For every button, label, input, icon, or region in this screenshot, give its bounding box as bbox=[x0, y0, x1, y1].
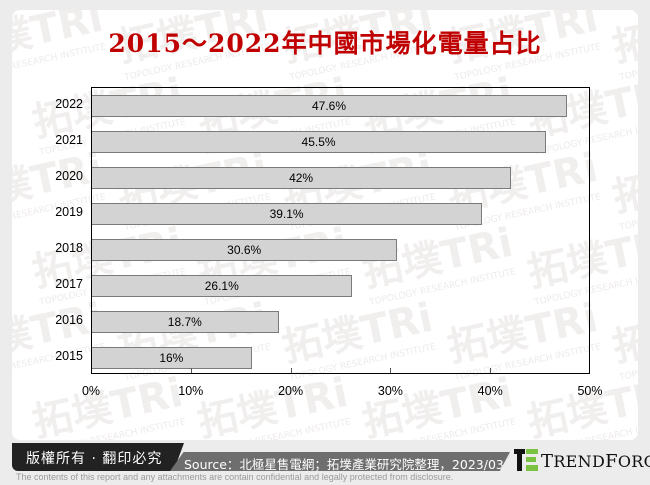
bar-value-label: 47.6% bbox=[312, 99, 347, 113]
y-tick-label: 2020 bbox=[55, 169, 83, 183]
x-tick-label: 40% bbox=[477, 384, 503, 398]
y-tick-label: 2018 bbox=[55, 241, 83, 255]
x-tick-label: 10% bbox=[178, 384, 204, 398]
y-tick-label: 2019 bbox=[55, 205, 83, 219]
bar-value-label: 30.6% bbox=[227, 243, 262, 257]
bar-value-label: 45.5% bbox=[301, 135, 336, 149]
x-tick-mark bbox=[390, 368, 392, 373]
bar-value-label: 16% bbox=[159, 351, 184, 365]
x-tick-mark bbox=[290, 368, 292, 373]
disclaimer-text: The contents of this report and any atta… bbox=[16, 472, 454, 482]
bar-value-label: 39.1% bbox=[269, 207, 304, 221]
copyright-text: 版權所有 · 翻印必究 bbox=[26, 451, 163, 467]
plot-area: 47.6% 45.5% 42% 39.1% 30.6% 26.1% 18.7% 16% bbox=[91, 87, 590, 374]
x-tick-label: 50% bbox=[577, 384, 603, 398]
bar-2020: 42% bbox=[92, 167, 512, 189]
x-tick-label: 0% bbox=[81, 384, 101, 398]
bar-2022: 47.6% bbox=[92, 95, 568, 117]
y-tick-label: 2015 bbox=[55, 349, 83, 363]
x-tick-label: 30% bbox=[377, 384, 403, 398]
y-tick-label: 2016 bbox=[55, 313, 83, 327]
bar-2016: 18.7% bbox=[92, 311, 279, 333]
bar-value-label: 26.1% bbox=[204, 279, 239, 293]
bar-2021: 45.5% bbox=[92, 131, 547, 153]
y-tick-label: 2022 bbox=[55, 97, 83, 111]
copyright-banner: 版權所有 · 翻印必究 bbox=[12, 443, 184, 471]
bar-2019: 39.1% bbox=[92, 203, 483, 225]
x-tick-mark bbox=[490, 368, 492, 373]
bar-2018: 30.6% bbox=[92, 239, 398, 261]
trendforce-logo: TRENDFORCE bbox=[514, 447, 650, 473]
y-tick-label: 2017 bbox=[55, 277, 83, 291]
x-tick-mark bbox=[190, 368, 192, 373]
bar-value-label: 18.7% bbox=[167, 315, 202, 329]
y-tick-label: 2021 bbox=[55, 133, 83, 147]
source-banner: Source：北極星售電網；拓墣產業研究院整理，2023/03 bbox=[170, 452, 510, 471]
bar-value-label: 42% bbox=[289, 171, 314, 185]
chart-title: 2015～2022年中國市場化電量占比 bbox=[108, 29, 542, 58]
source-text: Source：北極星售電網；拓墣產業研究院整理，2023/03 bbox=[184, 457, 504, 472]
brand-name: TRENDFORCE bbox=[541, 451, 650, 472]
bar-2015: 16% bbox=[92, 347, 252, 369]
x-tick-label: 20% bbox=[278, 384, 304, 398]
bar-2017: 26.1% bbox=[92, 275, 353, 297]
trendforce-logo-icon bbox=[514, 449, 538, 471]
